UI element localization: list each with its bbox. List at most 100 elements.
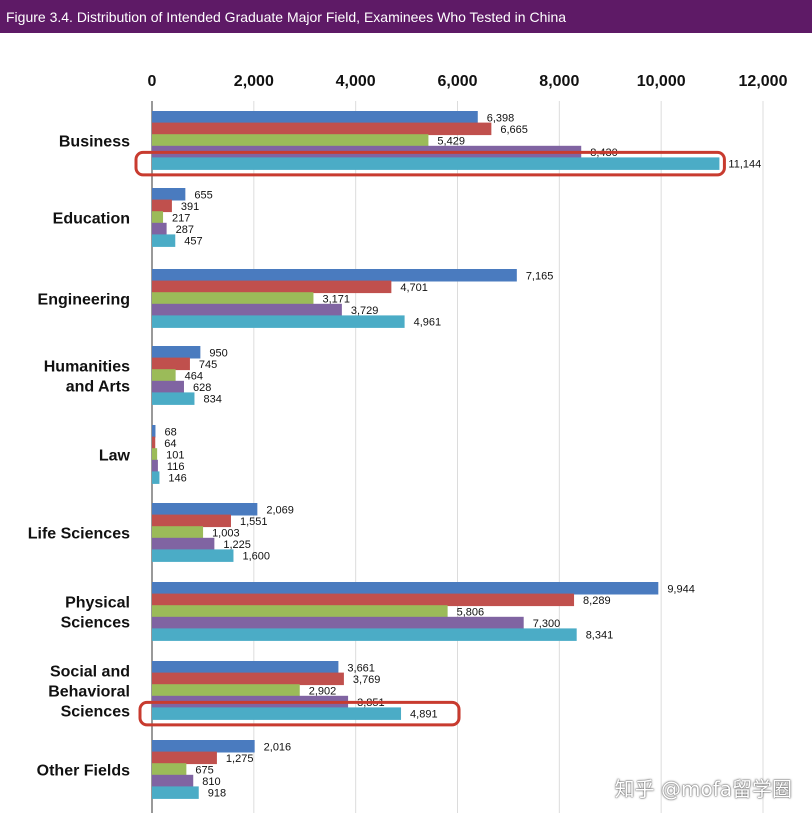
bar [152, 593, 575, 607]
bar [152, 436, 156, 450]
data-label: 1,600 [242, 551, 270, 563]
bar [152, 157, 720, 170]
data-label: 3,661 [347, 662, 375, 674]
bar [152, 111, 478, 124]
bar [152, 582, 659, 595]
data-label: 3,769 [353, 674, 381, 686]
data-label: 64 [164, 438, 176, 450]
data-label: 628 [193, 382, 211, 394]
bar-chart: 0 2,000 4,000 6,000 8,000 10,000 12,000 6,398 65… [28, 73, 788, 813]
data-label: 834 [203, 394, 221, 406]
x-tick-label: 0 [148, 73, 157, 90]
data-label: 950 [209, 347, 227, 359]
data-label: 810 [202, 776, 220, 788]
data-label: 11,144 [728, 159, 761, 171]
data-label: 1,551 [240, 516, 268, 528]
data-label: 464 [185, 370, 203, 382]
bar [152, 616, 524, 630]
data-label: 2,016 [264, 741, 292, 753]
category-label: and Arts [66, 378, 130, 395]
data-label: 391 [181, 201, 199, 213]
bar [152, 774, 194, 788]
data-label: 116 [167, 461, 185, 473]
bar [152, 684, 300, 697]
category-label: Education [53, 210, 130, 227]
bar [152, 392, 195, 405]
data-label: 2,902 [309, 685, 337, 697]
data-label: 6,398 [487, 112, 515, 124]
bar [152, 605, 448, 618]
data-label: 4,961 [414, 317, 442, 329]
x-tick-label: 4,000 [336, 73, 376, 90]
bar [152, 122, 492, 136]
category-label: Sciences [61, 614, 130, 631]
figure-title: Figure 3.4. Distribution of Intended Gra… [6, 9, 567, 25]
bar [152, 234, 176, 247]
data-label: 1,003 [212, 527, 240, 539]
category-label: Humanities [44, 358, 130, 375]
bar [152, 346, 201, 359]
data-label: 68 [164, 426, 176, 438]
x-tick-label: 6,000 [437, 73, 477, 90]
bar [152, 537, 215, 551]
category-label: Sciences [61, 703, 130, 720]
category-label: Business [59, 133, 130, 150]
bar [152, 315, 405, 328]
chart-area: 0 2,000 4,000 6,000 8,000 10,000 12,000 6,398 65… [0, 33, 812, 820]
category-label: Social and [50, 663, 130, 680]
data-label: 8,341 [586, 630, 614, 642]
data-label: 655 [194, 189, 212, 201]
category-label: Behavioral [48, 683, 130, 700]
data-label: 675 [195, 764, 213, 776]
data-label: 7,300 [533, 618, 561, 630]
data-label: 1,275 [226, 753, 254, 765]
data-label: 4,891 [410, 709, 438, 721]
bar [152, 134, 429, 147]
bar [152, 526, 204, 539]
category-label: Life Sciences [28, 525, 130, 542]
watermark-text: 知乎 @mofa留学圈 [614, 777, 792, 801]
bar [152, 425, 156, 438]
x-tick-label: 8,000 [539, 73, 579, 90]
data-label: 5,806 [457, 606, 485, 618]
bar [152, 707, 402, 720]
data-label: 101 [166, 449, 184, 461]
x-tick-label: 10,000 [637, 73, 686, 90]
bar [152, 380, 184, 394]
category-label: Law [99, 447, 131, 464]
bar [152, 459, 158, 473]
bar [152, 514, 231, 528]
data-label: 2,069 [266, 504, 294, 516]
data-label: 8,289 [583, 595, 611, 607]
data-label: 6,665 [500, 124, 528, 136]
highlight-box [138, 700, 461, 727]
bar [152, 211, 164, 224]
bar [152, 786, 199, 799]
bar [152, 672, 344, 686]
bar [152, 199, 172, 213]
x-tick-label: 2,000 [234, 73, 274, 90]
category-label: Other Fields [37, 762, 130, 779]
data-label: 287 [176, 224, 194, 236]
x-tick-label: 12,000 [739, 73, 788, 90]
data-label: 9,944 [667, 583, 695, 595]
bar [152, 188, 186, 201]
data-label: 457 [184, 236, 202, 248]
bar [152, 503, 258, 516]
bar [152, 269, 517, 282]
bar [152, 751, 217, 765]
data-label: 4,701 [400, 282, 428, 294]
figure-header: Figure 3.4. Distribution of Intended Gra… [0, 0, 812, 33]
bar [152, 292, 314, 305]
bar [152, 661, 339, 674]
data-label: 1,225 [223, 539, 251, 551]
bar [152, 369, 176, 382]
data-label: 3,171 [322, 293, 350, 305]
data-label: 146 [168, 473, 186, 485]
bar [152, 740, 255, 753]
bar [152, 471, 160, 484]
highlight-box [134, 150, 726, 177]
bar [152, 303, 342, 317]
data-label: 918 [208, 788, 226, 800]
data-label: 217 [172, 212, 190, 224]
